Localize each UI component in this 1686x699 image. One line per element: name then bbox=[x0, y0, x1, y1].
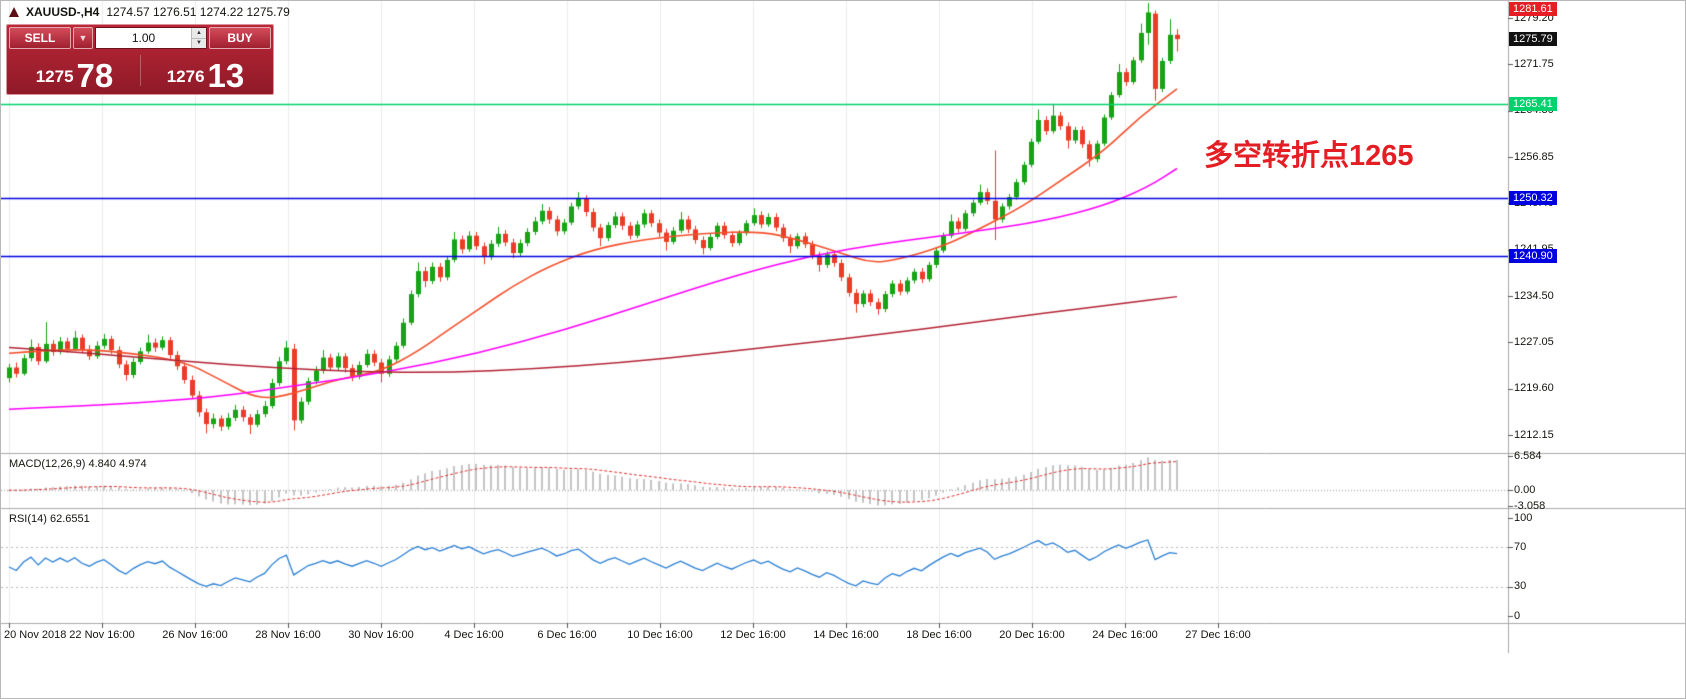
rsi-axis-label: 100 bbox=[1514, 511, 1533, 524]
time-axis-label: 26 Nov 16:00 bbox=[162, 629, 228, 641]
volume-field: ▲ ▼ bbox=[95, 27, 207, 49]
price-tag: 1281.61 bbox=[1509, 2, 1557, 16]
price-axis-label: 1271.75 bbox=[1514, 57, 1554, 70]
time-axis-label: 20 Dec 16:00 bbox=[999, 629, 1065, 641]
volume-increase-button[interactable]: ▲ bbox=[192, 28, 206, 39]
ohlc-values: 1274.57 1276.51 1274.22 1275.79 bbox=[106, 5, 290, 19]
sell-price[interactable]: 1275 78 bbox=[9, 56, 140, 94]
chevron-down-icon: ▼ bbox=[78, 32, 88, 43]
price-tag: 1240.90 bbox=[1509, 249, 1557, 264]
macd-name: MACD(12,26,9) bbox=[9, 458, 86, 470]
price-axis-label: 1234.50 bbox=[1514, 289, 1554, 302]
price-axis-label: 1212.15 bbox=[1514, 428, 1554, 441]
rsi-axis-label: 0 bbox=[1514, 609, 1521, 622]
time-axis-label: 24 Dec 16:00 bbox=[1092, 629, 1158, 641]
price-tag: 1265.41 bbox=[1509, 96, 1557, 111]
time-axis-label: 30 Nov 16:00 bbox=[348, 629, 414, 641]
time-axis-label: 20 Nov 2018 bbox=[4, 629, 67, 641]
chart-title: XAUUSD-,H4 1274.57 1276.51 1274.22 1275.… bbox=[9, 5, 290, 19]
symbol-icon bbox=[9, 7, 19, 17]
macd-axis-label: -3.058 bbox=[1514, 499, 1546, 512]
buy-price[interactable]: 1276 13 bbox=[140, 56, 271, 94]
time-axis-label: 10 Dec 16:00 bbox=[627, 629, 693, 641]
symbol-timeframe-label: XAUUSD-,H4 bbox=[26, 5, 100, 19]
one-click-trading-panel: SELL ▼ ▲ ▼ BUY 1275 78 1276 13 bbox=[6, 24, 274, 95]
time-axis-label: 6 Dec 16:00 bbox=[537, 629, 597, 641]
macd-indicator-label: MACD(12,26,9) 4.840 4.974 bbox=[9, 458, 147, 470]
time-axis-label: 28 Nov 16:00 bbox=[255, 629, 321, 641]
sell-price-main: 1275 bbox=[35, 67, 74, 86]
macd-axis-label: 6.584 bbox=[1514, 449, 1542, 462]
buy-price-pips: 13 bbox=[207, 56, 245, 94]
buy-price-main: 1276 bbox=[166, 67, 205, 86]
rsi-axis-label: 30 bbox=[1514, 580, 1527, 593]
price-tag: 1275.79 bbox=[1509, 32, 1557, 47]
chart-annotation-text: 多空转折点1265 bbox=[1204, 140, 1414, 172]
rsi-indicator-label: RSI(14) 62.6551 bbox=[9, 513, 90, 525]
time-axis-label: 14 Dec 16:00 bbox=[813, 629, 879, 641]
sell-price-pips: 78 bbox=[76, 56, 114, 94]
time-axis-label: 4 Dec 16:00 bbox=[444, 629, 504, 641]
sell-button[interactable]: SELL bbox=[9, 27, 71, 49]
buy-button[interactable]: BUY bbox=[209, 27, 271, 49]
time-axis-label: 12 Dec 16:00 bbox=[720, 629, 786, 641]
time-axis-label: 22 Nov 16:00 bbox=[69, 629, 135, 641]
rsi-value: 62.6551 bbox=[49, 513, 90, 525]
price-tag: 1250.32 bbox=[1509, 190, 1557, 205]
volume-input[interactable] bbox=[96, 28, 191, 48]
price-axis-label: 1219.60 bbox=[1514, 382, 1554, 395]
macd-values: 4.840 4.974 bbox=[88, 458, 147, 470]
volume-spinner: ▲ ▼ bbox=[191, 28, 206, 48]
rsi-axis-label: 70 bbox=[1514, 540, 1527, 553]
price-axis-label: 1227.05 bbox=[1514, 335, 1554, 348]
volume-decrease-button[interactable]: ▼ bbox=[192, 38, 206, 48]
time-axis-label: 27 Dec 16:00 bbox=[1185, 629, 1251, 641]
rsi-name: RSI(14) bbox=[9, 513, 47, 525]
time-axis-label: 18 Dec 16:00 bbox=[906, 629, 972, 641]
price-axis-label: 1256.85 bbox=[1514, 150, 1554, 163]
macd-axis-label: 0.00 bbox=[1514, 483, 1536, 496]
volume-dropdown-button[interactable]: ▼ bbox=[73, 27, 93, 49]
